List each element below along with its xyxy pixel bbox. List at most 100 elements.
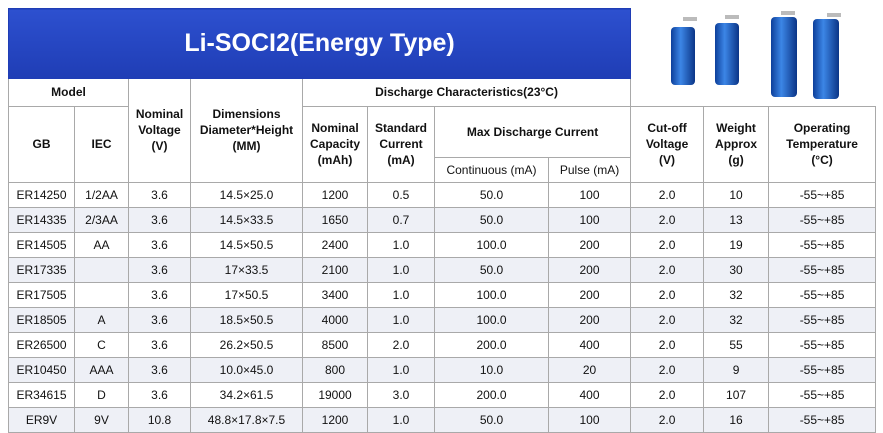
header-cell: IEC <box>74 105 129 183</box>
header-row: Model Nominal Voltage (V) Dimensions Diamet… <box>8 78 876 183</box>
cell <box>74 281 129 308</box>
cell: ER10450 <box>8 356 75 383</box>
cell: 1.0 <box>367 356 435 383</box>
cell: -55~+85 <box>768 306 877 333</box>
cell: 3400 <box>302 281 368 308</box>
cell: 100.0 <box>434 281 549 308</box>
cell: 400 <box>547 381 632 408</box>
cell: ER14505 <box>8 231 75 258</box>
cell: 800 <box>302 356 368 383</box>
cell: 2.0 <box>630 381 705 408</box>
cell: 0.7 <box>367 206 435 233</box>
cell: ER18505 <box>8 306 75 333</box>
cell: 4000 <box>302 306 368 333</box>
cell: 26.2×50.5 <box>190 331 303 358</box>
header-row: Continuous (mA) Pulse (mA) <box>9 156 876 183</box>
cell: 2.0 <box>630 231 705 258</box>
header-line: Approx <box>715 137 758 151</box>
cell: 14.5×33.5 <box>190 206 303 233</box>
header-line: Diameter*Height <box>199 123 294 138</box>
header-cell: Pulse (mA) <box>547 156 632 183</box>
cell: 3.6 <box>128 206 191 233</box>
cell: 2400 <box>302 231 368 258</box>
cell: A <box>74 306 129 333</box>
cell: AAA <box>74 356 129 383</box>
cell: 10 <box>703 181 770 208</box>
cell: AA <box>74 231 129 258</box>
cell: 2.0 <box>630 181 705 208</box>
cell: 2.0 <box>630 256 705 283</box>
cell: 100 <box>547 206 632 233</box>
cell: 8500 <box>302 331 368 358</box>
cell: -55~+85 <box>768 256 877 283</box>
cell: 18.5×50.5 <box>190 306 303 333</box>
title-row: Li-SOCI2(Energy Type) <box>7 8 876 106</box>
battery-illustration <box>671 10 842 99</box>
cell: 17×33.5 <box>190 256 303 283</box>
cell: 13 <box>703 206 770 233</box>
cell: ER34615 <box>8 381 75 408</box>
cell: 400 <box>547 331 632 358</box>
cell: 16 <box>703 406 770 433</box>
cell: -55~+85 <box>768 231 877 258</box>
cell: -55~+85 <box>768 406 877 433</box>
cell: 32 <box>703 306 770 333</box>
cell: 50.0 <box>434 256 549 283</box>
header-line: Dimensions <box>212 107 281 122</box>
cell: 9 <box>703 356 770 383</box>
header-line: Operating <box>793 121 851 135</box>
cell: 1.0 <box>367 406 435 433</box>
cell: 2/3AA <box>74 206 129 233</box>
cell: 14.5×50.5 <box>190 231 303 258</box>
header-line: Standard <box>374 121 427 135</box>
data-row: ER10450 AAA 3.6 10.0×45.0 800 1.0 10.0 20 2.0 9 -5… <box>8 356 877 383</box>
header-line: Capacity <box>309 137 361 151</box>
cell: 2.0 <box>630 306 705 333</box>
header-line: Voltage <box>138 123 181 138</box>
header-cell: Nominal Capacity (mAh) <box>302 105 368 183</box>
cell: 3.6 <box>128 306 191 333</box>
cell: 2.0 <box>630 331 705 358</box>
cell: 1650 <box>302 206 368 233</box>
cell: 1200 <box>302 406 368 433</box>
cell: 30 <box>703 256 770 283</box>
cell: -55~+85 <box>768 356 877 383</box>
header-line: (MM) <box>232 139 261 154</box>
cell: -55~+85 <box>768 381 877 408</box>
cell: 2.0 <box>630 281 705 308</box>
cell: 107 <box>703 381 770 408</box>
cell: 14.5×25.0 <box>190 181 303 208</box>
data-row: ER9V 9V 10.8 48.8×17.8×7.5 1200 1.0 50.0 100 2.0… <box>8 406 877 433</box>
cell: 3.6 <box>128 381 191 408</box>
header-line: (mA) <box>387 153 415 167</box>
cell: 1/2AA <box>74 181 129 208</box>
header-row: GB IEC Nominal Capacity (mAh) Standard Curr… <box>8 105 877 183</box>
cell: 1.0 <box>367 256 435 283</box>
header-line: (V) <box>659 153 676 167</box>
header-cell: GB <box>8 105 75 183</box>
cell: 100 <box>547 181 632 208</box>
cell: ER26500 <box>8 331 75 358</box>
cell: -55~+85 <box>768 206 877 233</box>
cell: 9V <box>74 406 129 433</box>
cell: 100 <box>547 406 632 433</box>
cell: 48.8×17.8×7.5 <box>190 406 303 433</box>
data-row: ER14505 AA 3.6 14.5×50.5 2400 1.0 100.0 200 2.0 1… <box>8 231 877 258</box>
cell: 34.2×61.5 <box>190 381 303 408</box>
battery-photo <box>630 8 876 106</box>
header-cell: Nominal Voltage (V) <box>128 78 191 183</box>
cell: 1.0 <box>367 306 435 333</box>
cell: 32 <box>703 281 770 308</box>
header-cell: Operating Temperature (°C) <box>768 105 877 183</box>
data-row: ER14250 1/2AA 3.6 14.5×25.0 1200 0.5 50.0 100 2.… <box>8 181 877 208</box>
cell: ER14335 <box>8 206 75 233</box>
cell: ER17335 <box>8 256 75 283</box>
header-line: (mAh) <box>317 153 353 167</box>
cell: 200 <box>547 281 632 308</box>
cell: 17×50.5 <box>190 281 303 308</box>
cell: 1.0 <box>367 281 435 308</box>
header-line: Nominal <box>135 107 184 122</box>
header-line: Cut-off <box>647 121 687 135</box>
cell: -55~+85 <box>768 331 877 358</box>
cell: 3.6 <box>128 231 191 258</box>
